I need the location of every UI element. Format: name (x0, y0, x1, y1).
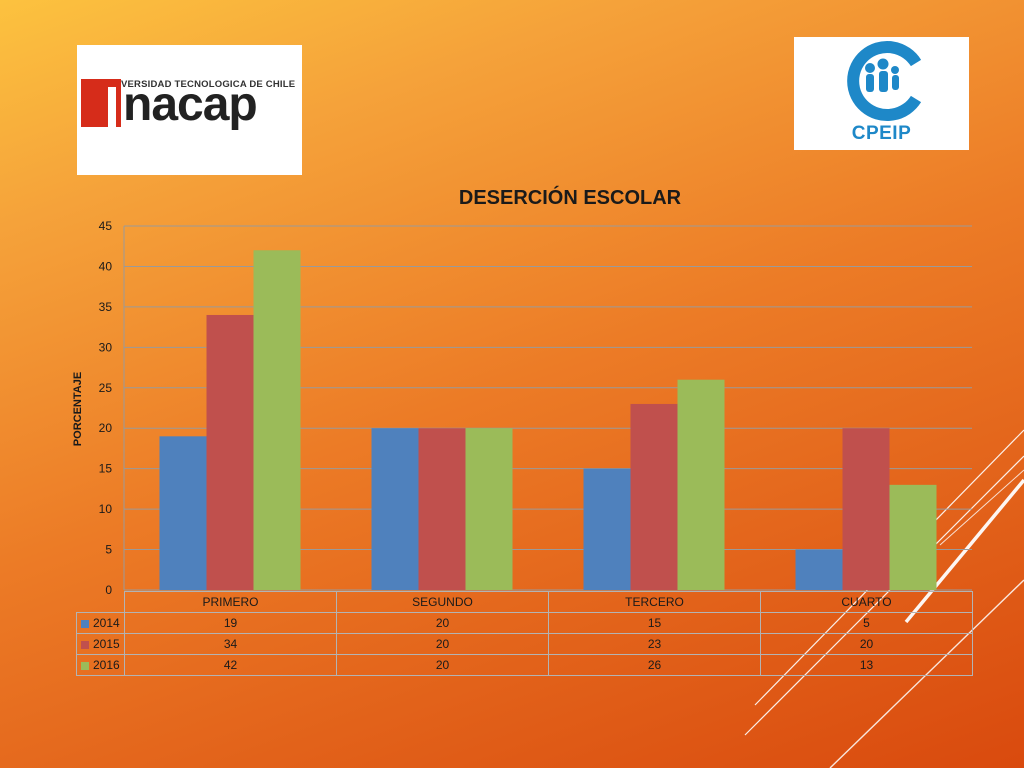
legend-label: 2015 (93, 637, 120, 651)
y-axis-ticks: 0 5 10 15 20 25 30 35 40 45 (99, 219, 113, 597)
data-value-cell: 34 (124, 633, 337, 655)
table-corner (77, 592, 125, 613)
data-value-cell: 26 (548, 654, 761, 676)
legend-label: 2016 (93, 658, 120, 672)
legend-swatch (81, 661, 89, 670)
data-value-cell: 42 (124, 654, 337, 676)
x-category-label: TERCERO (548, 591, 761, 613)
table-row: 2014 19 20 15 5 (76, 612, 973, 634)
data-value-cell: 20 (336, 633, 549, 655)
bar-2014-segundo (371, 428, 419, 590)
y-tick-label: 5 (105, 543, 112, 557)
bar-2015-segundo (418, 428, 466, 590)
y-tick-label: 40 (99, 259, 113, 273)
bar-2016-primero (253, 250, 301, 590)
table-row: 2016 42 20 26 13 (76, 654, 973, 676)
bar-2014-cuarto (795, 549, 843, 590)
category-row: PRIMERO SEGUNDO TERCERO CUARTO (77, 591, 973, 613)
data-value-cell: 23 (548, 633, 761, 655)
bar-2015-tercero (630, 403, 678, 590)
data-value-cell: 19 (124, 612, 337, 634)
bar-2016-segundo (465, 428, 513, 590)
legend-label: 2014 (93, 616, 120, 630)
y-tick-label: 0 (105, 583, 112, 597)
y-tick-label: 20 (99, 421, 113, 435)
inacap-wordmark: nacap (123, 78, 258, 131)
bar-2015-cuarto (842, 428, 890, 590)
bar-2014-tercero (583, 468, 631, 590)
inacap-logo: UNIVERSIDAD TECNOLOGICA DE CHILE nacap (77, 45, 302, 175)
cpeip-emblem-icon (847, 41, 922, 121)
legend-entry: 2015 (76, 633, 125, 655)
bar-2016-tercero (677, 379, 725, 590)
cpeip-wordmark: CPEIP (851, 123, 912, 144)
y-tick-label: 30 (99, 340, 113, 354)
bar-2015-primero (206, 314, 254, 590)
chart-bars (159, 250, 937, 590)
x-category-label: CUARTO (760, 591, 973, 613)
data-value-cell: 20 (760, 633, 973, 655)
x-category-label: SEGUNDO (336, 591, 549, 613)
data-value-cell: 20 (336, 612, 549, 634)
x-category-label: PRIMERO (124, 591, 337, 613)
y-tick-label: 45 (99, 219, 113, 233)
chart-data-table: PRIMERO SEGUNDO TERCERO CUARTO 2014 19 20 15 5 20… (76, 591, 973, 676)
legend-entry: 2016 (76, 654, 125, 676)
legend-swatch (81, 619, 89, 628)
bar-2016-cuarto (889, 484, 937, 590)
data-value-cell: 13 (760, 654, 973, 676)
legend-entry: 2014 (76, 612, 125, 634)
cpeip-logo: CPEIP (794, 37, 969, 150)
data-value-cell: 5 (760, 612, 973, 634)
inacap-mark-icon (81, 79, 121, 127)
chart-title: DESERCIÓN ESCOLAR (458, 187, 682, 209)
y-tick-label: 10 (99, 502, 113, 516)
y-tick-label: 25 (99, 381, 113, 395)
legend-swatch (81, 640, 89, 649)
data-value-cell: 20 (336, 654, 549, 676)
table-row: 2015 34 20 23 20 (76, 633, 973, 655)
data-value-cell: 15 (548, 612, 761, 634)
y-tick-label: 35 (99, 300, 113, 314)
y-tick-label: 15 (99, 462, 113, 476)
y-axis-title: PORCENTAJE (72, 371, 84, 447)
inacap-tagline: UNIVERSIDAD TECNOLOGICA DE CHILE (104, 79, 296, 90)
bar-2014-primero (159, 436, 207, 590)
